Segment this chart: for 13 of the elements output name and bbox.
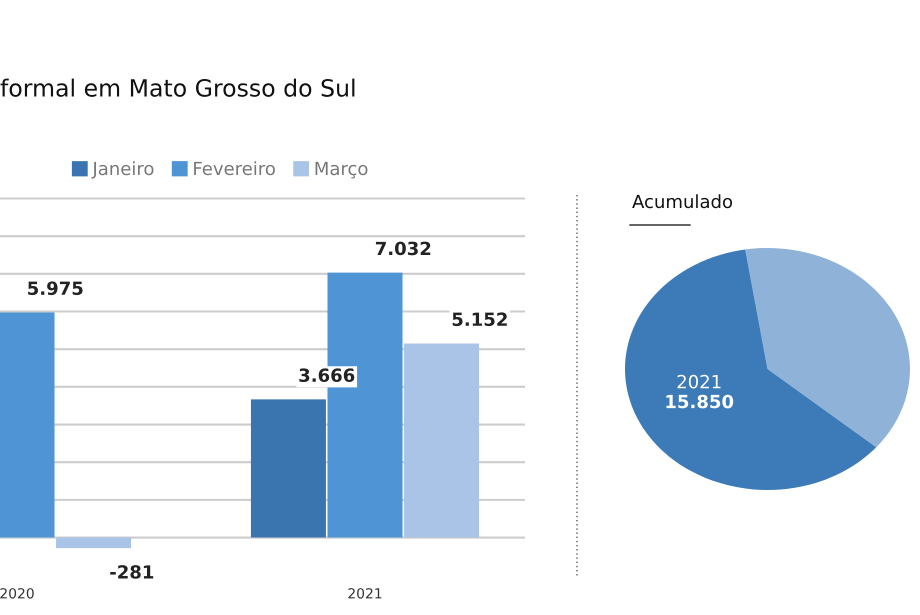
slice-label: 2021 bbox=[678, 374, 721, 388]
legend-label: Março bbox=[316, 162, 368, 178]
data-label: 7.032 bbox=[376, 242, 430, 256]
legend-label: Fevereiro bbox=[194, 161, 275, 176]
data-label: 5.152 bbox=[452, 312, 507, 326]
data-label: 15.850 bbox=[666, 394, 734, 408]
chart-title: formal em Mato Grosso do Sul bbox=[0, 78, 354, 97]
x-tick-label: 2020 bbox=[0, 588, 34, 599]
legend-label: Janeiro bbox=[92, 161, 154, 179]
data-label: 5.975 bbox=[28, 281, 83, 296]
data-label: 3.666 bbox=[299, 368, 354, 382]
data-label: -281 bbox=[110, 565, 154, 579]
chart-title: Acumulado bbox=[632, 194, 732, 208]
